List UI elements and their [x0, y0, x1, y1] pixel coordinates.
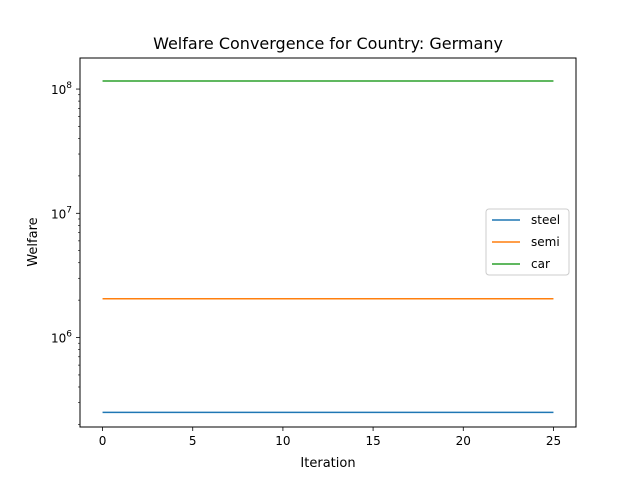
x-tick-label: 10: [275, 434, 290, 448]
legend-label-car: car: [531, 257, 550, 271]
legend-label-semi: semi: [531, 235, 560, 249]
plot-area-frame: [79, 57, 577, 428]
series-layer: [102, 80, 554, 414]
legend-box: [485, 208, 570, 276]
x-tick-label: 0: [99, 434, 107, 448]
y-axis-ticks: 106 107 108: [51, 81, 80, 425]
x-tick-label: 15: [365, 434, 380, 448]
legend-label-steel: steel: [531, 213, 560, 227]
x-axis-label: Iteration: [300, 456, 355, 471]
x-tick-label: 25: [546, 434, 561, 448]
x-tick-label: 5: [189, 434, 197, 448]
y-axis-label: Welfare: [26, 217, 41, 266]
x-tick-label: 20: [456, 434, 471, 448]
x-axis-ticks: 0 5 10 15 20 25: [99, 427, 561, 448]
y-tick-label: 107: [51, 205, 72, 221]
chart-title: Welfare Convergence for Country: Germany: [153, 34, 503, 53]
legend: steel semi car: [485, 208, 570, 276]
y-tick-label: 108: [51, 81, 72, 97]
y-tick-label: 106: [51, 330, 72, 346]
